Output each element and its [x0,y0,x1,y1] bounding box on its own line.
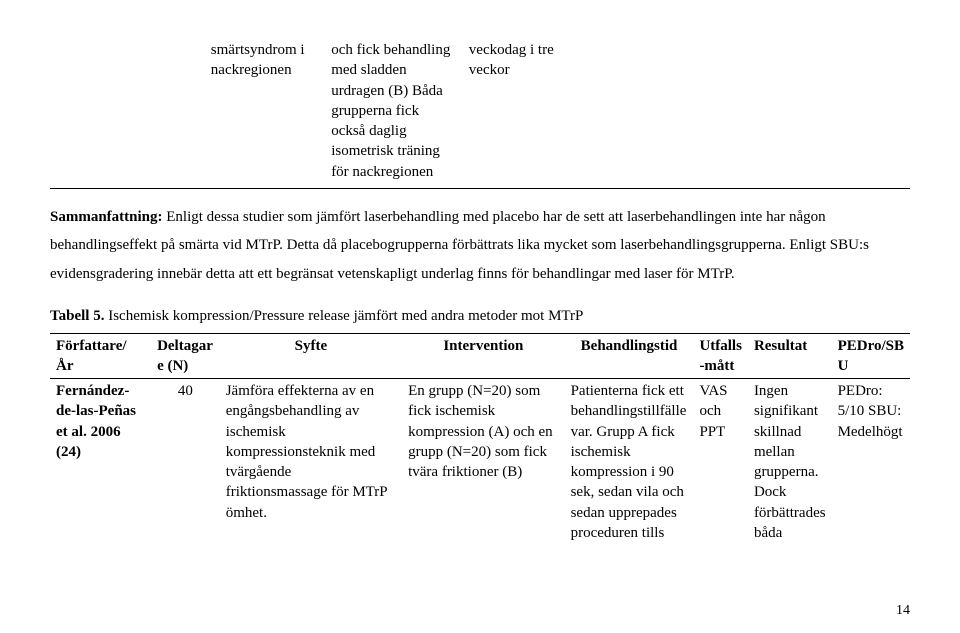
summary-paragraph: Sammanfattning: Enligt dessa studier som… [50,203,910,289]
td-n: 40 [151,379,220,546]
th-n: Deltagar e (N) [151,333,220,379]
td-interv: En grupp (N=20) som fick ischemisk kompr… [402,379,565,546]
td-author: Fernández-de-las-Peñas et al. 2006 (24) [50,379,151,546]
td-result: Ingen signifikant skillnad mellan gruppe… [748,379,832,546]
table-caption: Tabell 5. Ischemisk kompression/Pressure… [50,306,910,326]
th-pedro: PEDro/SB U [832,333,910,379]
table-caption-label: Tabell 5. [50,308,104,324]
td-pedro: PEDro: 5/10 SBU: Medelhögt [832,379,910,546]
top-col3: veckodag i tre veckor [463,40,583,188]
top-fragment-table: smärtsyndrom i nackregionen och fick beh… [50,40,910,189]
top-col1: smärtsyndrom i nackregionen [205,40,325,188]
th-tid: Behandlingstid [565,333,694,379]
th-utfall: Utfalls -mått [693,333,748,379]
th-syfte: Syfte [220,333,402,379]
table-caption-text: Ischemisk kompression/Pressure release j… [104,308,583,324]
td-utfall: VAS och PPT [693,379,748,546]
table-row: Fernández-de-las-Peñas et al. 2006 (24) … [50,379,910,546]
summary-text: Enligt dessa studier som jämfört laserbe… [50,209,869,282]
summary-label: Sammanfattning: [50,209,163,225]
th-result: Resultat [748,333,832,379]
td-tid: Patienterna fick ett behandlingstillfäll… [565,379,694,546]
td-syfte: Jämföra effekterna av en engångsbehandli… [220,379,402,546]
main-table: Författare/ År Deltagar e (N) Syfte Inte… [50,333,910,546]
page-number: 14 [896,602,910,621]
th-author: Författare/ År [50,333,151,379]
top-col2: och fick behandling med sladden urdragen… [325,40,463,188]
th-interv: Intervention [402,333,565,379]
table-header-row: Författare/ År Deltagar e (N) Syfte Inte… [50,333,910,379]
